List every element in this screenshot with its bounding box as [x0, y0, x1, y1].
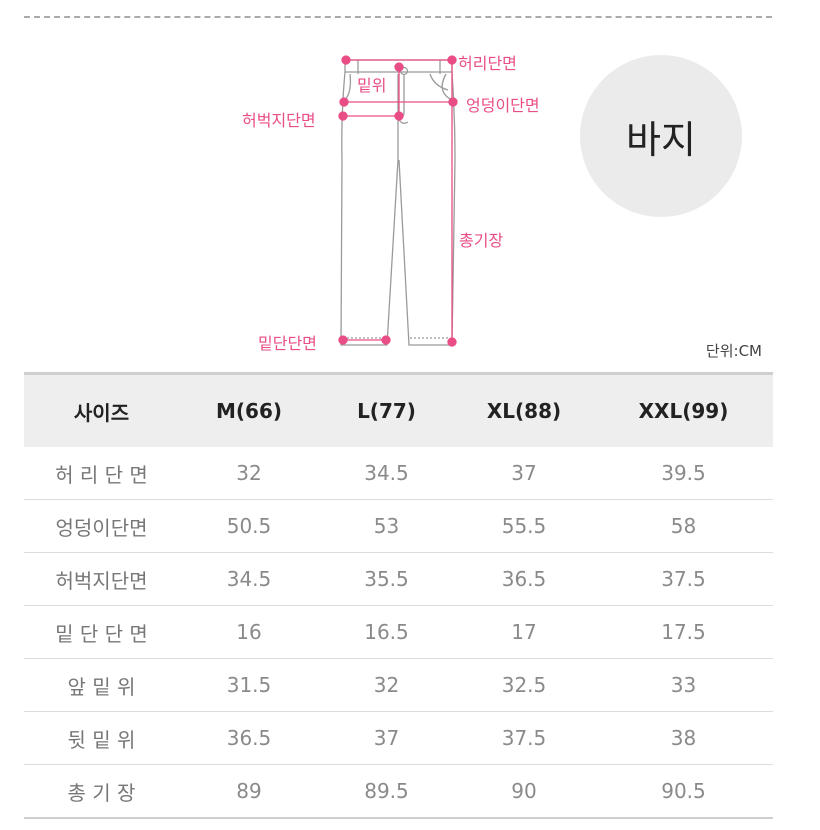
- size-table: 사이즈 M(66) L(77) XL(88) XXL(99) 허 리 단 면 3…: [24, 372, 773, 819]
- table-row: 허벅지단면 34.5 35.5 36.5 37.5: [24, 552, 773, 606]
- table-row: 앞 밑 위 31.5 32 32.5 33: [24, 658, 773, 712]
- header-l: L(77): [319, 373, 454, 447]
- row-label: 엉덩이단면: [24, 499, 179, 553]
- table-row: 밑 단 단 면 16 16.5 17 17.5: [24, 605, 773, 659]
- table-cell: 34.5: [319, 447, 454, 500]
- table-cell: 53: [319, 499, 454, 553]
- size-table-header-row: 사이즈 M(66) L(77) XL(88) XXL(99): [24, 373, 773, 447]
- table-row: 뒷 밑 위 36.5 37 37.5 38: [24, 711, 773, 765]
- table-cell: 35.5: [319, 552, 454, 606]
- row-label: 뒷 밑 위: [24, 711, 179, 765]
- table-cell: 32: [179, 447, 319, 500]
- table-cell: 38: [594, 711, 773, 765]
- row-label: 앞 밑 위: [24, 658, 179, 712]
- label-hem: 밑단단면: [258, 334, 317, 353]
- row-label: 허벅지단면: [24, 552, 179, 606]
- table-cell: 32.5: [454, 658, 594, 712]
- row-label: 허 리 단 면: [24, 447, 179, 500]
- table-cell: 58: [594, 499, 773, 553]
- table-cell: 90.5: [661, 779, 706, 803]
- table-cell: 32: [319, 658, 454, 712]
- table-cell: 36.5: [454, 552, 594, 606]
- table-cell: 37: [319, 711, 454, 765]
- table-cell: 55.5: [454, 499, 594, 553]
- header-xl: XL(88): [454, 373, 594, 447]
- table-cell: 17.5: [594, 605, 773, 659]
- table-cell: 17: [454, 605, 594, 659]
- table-cell: 31.5: [179, 658, 319, 712]
- row-label: 총 기 장: [67, 780, 136, 805]
- table-cell: 37: [454, 447, 594, 500]
- table-cell: 89.5: [364, 779, 409, 803]
- label-rise: 밑위: [357, 76, 387, 95]
- table-cell: 39.5: [594, 447, 773, 500]
- label-length: 총기장: [459, 231, 504, 250]
- label-waist: 허리단면: [458, 54, 517, 73]
- table-cell: 37.5: [594, 552, 773, 606]
- table-cell: 34.5: [179, 552, 319, 606]
- label-hip: 엉덩이단면: [466, 96, 540, 115]
- unit-label: 단위:CM: [705, 342, 762, 360]
- table-cell: 90: [511, 779, 537, 803]
- table-cell: 36.5: [179, 711, 319, 765]
- product-type-label: 바지: [626, 117, 696, 162]
- table-cell: 50.5: [179, 499, 319, 553]
- table-cell: 16.5: [319, 605, 454, 659]
- label-thigh: 허벅지단면: [242, 111, 316, 130]
- table-cell: 89: [236, 779, 262, 803]
- header-size: 사이즈: [24, 373, 179, 447]
- header-m: M(66): [179, 373, 319, 447]
- table-row: 총 기 장 89 89.5 90 90.5: [24, 765, 773, 819]
- header-xxl: XXL(99): [594, 373, 773, 447]
- table-cell: 37.5: [454, 711, 594, 765]
- table-cell: 33: [594, 658, 773, 712]
- pants-size-diagram: 허리단면 밑위 엉덩이단면 허벅지단면 총기장 밑단단면: [0, 0, 820, 370]
- table-row: 허 리 단 면 32 34.5 37 39.5: [24, 447, 773, 500]
- row-label: 밑 단 단 면: [24, 605, 179, 659]
- pants-illustration: [338, 55, 458, 347]
- table-row: 엉덩이단면 50.5 53 55.5 58: [24, 499, 773, 553]
- table-cell: 16: [179, 605, 319, 659]
- top-dashed-divider: [24, 16, 772, 18]
- product-type-badge: 바지: [580, 55, 742, 217]
